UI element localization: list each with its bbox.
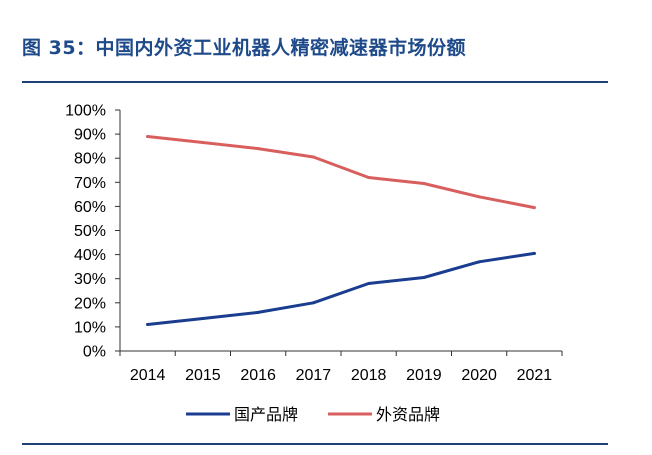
x-tick-label: 2021 [517, 367, 553, 384]
data-point [201, 141, 205, 145]
y-tick-label: 20% [74, 295, 106, 312]
y-axis-tick-labels: 0% 10% 20% 30% 40% 50% 60% 70% 80% 90% 100% [65, 103, 106, 361]
series-line-2 [146, 135, 536, 210]
x-tick-label: 2019 [406, 367, 442, 384]
data-point [367, 282, 371, 286]
x-tick-label: 2020 [461, 367, 497, 384]
x-tick-label: 2015 [185, 367, 221, 384]
y-tick-label: 90% [74, 127, 106, 144]
y-tick-label: 0% [83, 344, 106, 361]
y-tick-label: 40% [74, 247, 106, 264]
y-tick-label: 80% [74, 151, 106, 168]
data-point [367, 175, 371, 179]
y-tick-label: 60% [74, 199, 106, 216]
y-tick-label: 30% [74, 271, 106, 288]
bottom-rule [22, 443, 608, 445]
x-tick-label: 2014 [130, 367, 166, 384]
data-point [477, 195, 481, 199]
data-point [311, 155, 315, 159]
y-tick-label: 50% [74, 223, 106, 240]
data-point [146, 135, 150, 139]
data-point [532, 251, 536, 255]
y-tick-label: 100% [65, 103, 106, 120]
data-point [256, 310, 260, 314]
data-point [422, 182, 426, 186]
legend-label: 外资品牌 [376, 405, 440, 424]
data-point [256, 147, 260, 151]
data-point [311, 301, 315, 305]
data-point [422, 275, 426, 279]
series-lines [146, 135, 536, 326]
figure-title: 图 35：中国内外资工业机器人精密减速器市场份额 [22, 37, 467, 59]
data-point [146, 322, 150, 326]
data-point [477, 260, 481, 264]
x-tick-label: 2016 [240, 367, 276, 384]
x-tick-label: 2017 [296, 367, 332, 384]
legend-label: 国产品牌 [234, 405, 298, 424]
chart-legend: 国产品牌 外资品牌 [186, 405, 440, 424]
y-tick-label: 10% [74, 319, 106, 336]
series-line-1 [146, 251, 536, 326]
data-point [201, 316, 205, 320]
y-tick-label: 70% [74, 175, 106, 192]
data-point [532, 206, 536, 210]
x-tick-label: 2018 [351, 367, 387, 384]
x-axis-tick-labels: 2014 2015 2016 2017 2018 2019 2020 2021 [130, 367, 552, 384]
title-rule [22, 81, 608, 83]
chart-axes [115, 109, 563, 356]
